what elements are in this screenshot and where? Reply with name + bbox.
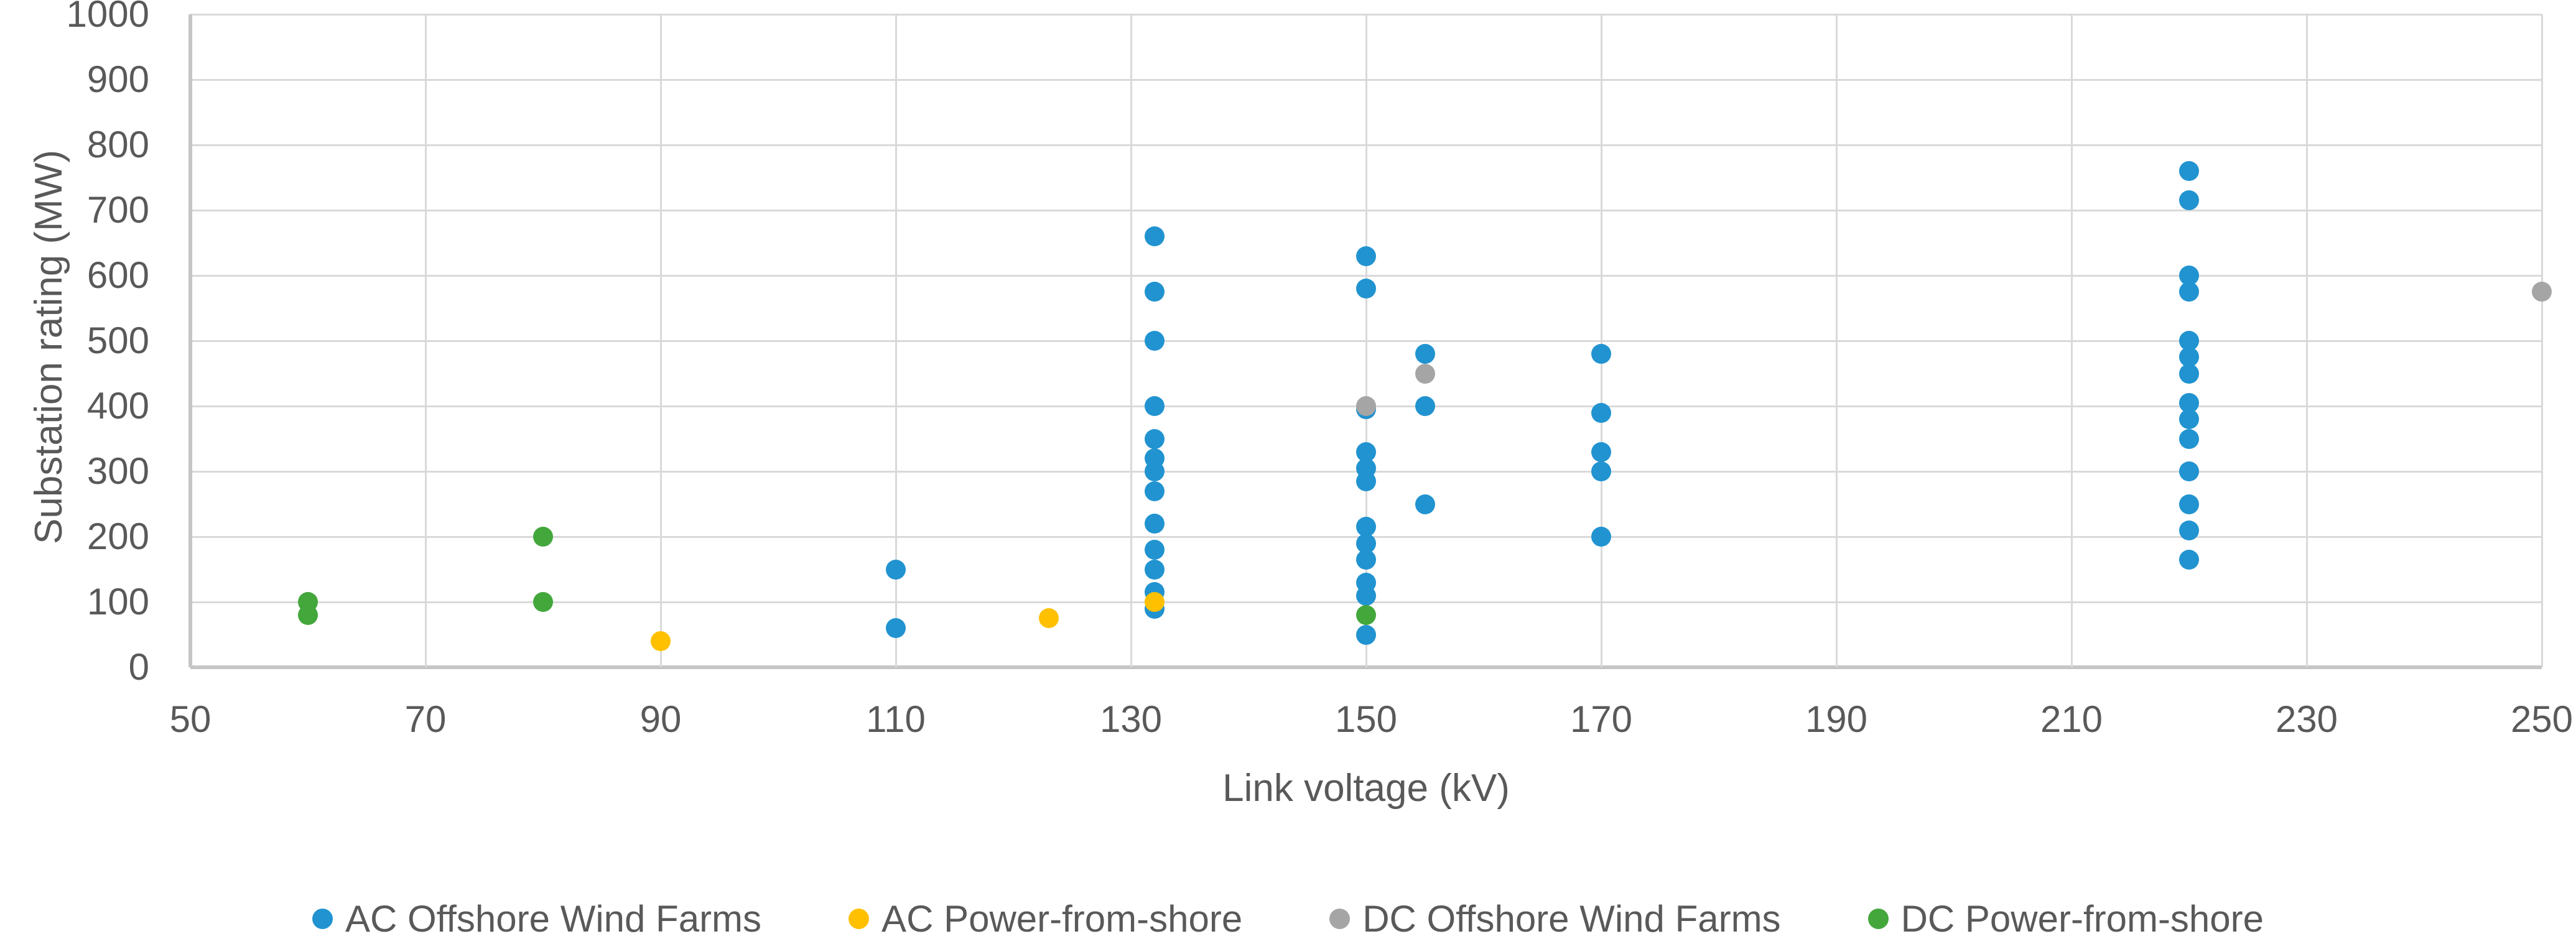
gridline-vertical [1365, 14, 1367, 667]
x-axis-title: Link voltage (kV) [1222, 767, 1510, 810]
data-point-series-4 [533, 527, 553, 547]
data-point-series-4 [533, 592, 553, 612]
data-point-series-3 [1356, 396, 1376, 416]
data-point-series-2 [651, 631, 671, 651]
gridline-vertical [2305, 14, 2308, 667]
data-point-series-1 [1144, 461, 1165, 481]
y-tick-label: 100 [86, 581, 149, 622]
data-point-series-1 [886, 559, 906, 580]
x-tick-label: 130 [1099, 698, 1163, 740]
legend-marker-icon [312, 908, 333, 929]
y-tick-label: 600 [86, 254, 149, 296]
x-tick-label: 210 [2040, 698, 2103, 740]
gridline-vertical [2541, 14, 2543, 667]
data-point-series-1 [1144, 428, 1165, 449]
y-tick-label: 1000 [66, 0, 149, 35]
legend-marker-icon [1329, 908, 1351, 929]
y-tick-label: 300 [86, 450, 149, 492]
data-point-series-1 [1356, 279, 1376, 298]
data-point-series-1 [2179, 520, 2199, 540]
x-tick-label: 150 [1334, 698, 1398, 740]
data-point-series-1 [2179, 428, 2199, 449]
y-tick-label: 200 [86, 516, 149, 557]
gridline-vertical [2070, 14, 2073, 667]
data-point-series-1 [1591, 527, 1611, 547]
gridline-vertical [1600, 14, 1602, 667]
data-point-series-1 [1591, 344, 1611, 364]
data-point-series-1 [1144, 559, 1165, 580]
x-tick-label: 230 [2275, 698, 2338, 740]
data-point-series-1 [1591, 402, 1611, 423]
data-point-series-1 [1591, 442, 1611, 462]
data-point-series-1 [1415, 396, 1435, 416]
gridline-vertical [659, 14, 662, 667]
x-tick-label: 110 [866, 698, 926, 740]
legend: AC Offshore Wind Farms AC Power-from-shor… [0, 894, 2576, 943]
x-tick-label: 70 [404, 698, 447, 740]
x-tick-label: 170 [1569, 698, 1633, 740]
y-axis-title: Substation rating (MW) [27, 150, 70, 544]
y-tick-label: 0 [128, 646, 149, 688]
data-point-series-1 [1415, 494, 1435, 514]
data-point-series-4 [1356, 605, 1376, 625]
data-point-series-1 [2179, 494, 2199, 514]
legend-marker-icon [849, 908, 870, 929]
legend-marker-icon [1867, 908, 1889, 929]
legend-label: AC Offshore Wind Farms [345, 897, 762, 940]
data-point-series-1 [2179, 363, 2199, 384]
data-point-series-1 [1144, 396, 1165, 416]
y-tick-label: 700 [86, 189, 149, 231]
data-point-series-1 [1356, 549, 1376, 570]
data-point-series-1 [2179, 282, 2199, 302]
gridline-vertical [424, 14, 427, 667]
y-tick-label: 400 [86, 385, 149, 427]
gridline-vertical [895, 14, 897, 667]
data-point-series-1 [1591, 461, 1611, 481]
data-point-series-1 [2179, 549, 2199, 570]
data-point-series-1 [1144, 481, 1165, 501]
data-point-series-1 [2179, 190, 2199, 211]
gridline-vertical [1130, 14, 1132, 667]
gridline-vertical [1835, 14, 1838, 667]
x-axis-line [190, 665, 2542, 669]
data-point-series-1 [1356, 246, 1376, 266]
data-point-series-2 [1038, 608, 1059, 629]
data-point-series-1 [2179, 461, 2199, 481]
data-point-series-1 [1144, 331, 1165, 351]
data-point-series-1 [886, 618, 906, 638]
legend-label: DC Offshore Wind Farms [1362, 897, 1781, 940]
legend-label: DC Power-from-shore [1900, 897, 2264, 940]
legend-label: AC Power-from-shore [881, 897, 1243, 940]
data-point-series-1 [1356, 471, 1376, 491]
legend-item-series-1: AC Offshore Wind Farms [312, 897, 761, 940]
data-point-series-1 [1415, 344, 1435, 364]
data-point-series-4 [298, 605, 318, 625]
y-axis-line [188, 14, 192, 667]
data-point-series-1 [2179, 161, 2199, 181]
y-tick-label: 800 [86, 124, 149, 165]
x-tick-label: 50 [169, 698, 212, 740]
data-point-series-1 [1144, 226, 1165, 246]
y-tick-label: 500 [86, 320, 149, 361]
y-tick-label: 900 [86, 58, 149, 100]
data-point-series-3 [1415, 363, 1435, 384]
data-point-series-1 [1144, 282, 1165, 302]
legend-item-series-3: DC Offshore Wind Farms [1329, 897, 1781, 940]
data-point-series-1 [1144, 514, 1165, 534]
data-point-series-1 [1356, 624, 1376, 645]
data-point-series-1 [1356, 585, 1376, 606]
data-point-series-2 [1144, 592, 1165, 612]
x-tick-label: 250 [2510, 698, 2574, 740]
data-point-series-1 [1144, 540, 1165, 560]
legend-item-series-4: DC Power-from-shore [1867, 897, 2264, 940]
data-point-series-1 [2179, 409, 2199, 429]
legend-item-series-2: AC Power-from-shore [849, 897, 1242, 940]
x-tick-label: 190 [1805, 698, 1868, 740]
x-tick-label: 90 [639, 698, 682, 740]
data-point-series-3 [2532, 282, 2552, 302]
